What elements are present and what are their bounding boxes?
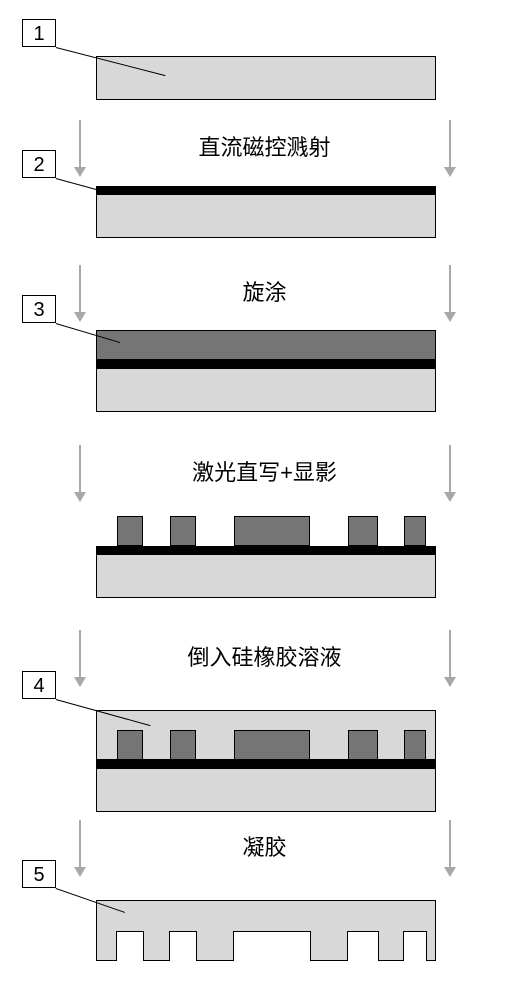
stage6-tooth-2 <box>196 931 234 961</box>
stage6-join-0 <box>97 931 116 933</box>
callout-box-5: 5 <box>22 860 56 888</box>
arrow-shaft-1-R <box>449 265 451 312</box>
stage4-substrate <box>96 554 436 598</box>
stage6-join-5 <box>427 931 435 933</box>
stage6-body <box>96 900 436 932</box>
arrow-shaft-3-R <box>449 630 451 677</box>
stage3-black-layer <box>96 360 436 368</box>
arrow-head-3-R <box>444 677 456 687</box>
arrow-head-2-L <box>74 492 86 502</box>
stage3-substrate <box>96 368 436 412</box>
stage1-substrate <box>96 56 436 100</box>
stage4-pillar-0 <box>117 516 143 546</box>
stage6-join-4 <box>379 931 403 933</box>
callout-box-3: 3 <box>22 295 56 323</box>
stage6-tooth-0 <box>96 931 117 961</box>
arrow-shaft-2-R <box>449 445 451 492</box>
stage5-pillar-4 <box>404 730 426 760</box>
stage2-substrate <box>96 194 436 238</box>
arrow-shaft-0-L <box>79 120 81 167</box>
arrow-head-0-R <box>444 167 456 177</box>
diagram-canvas: 直流磁控溅射旋涂激光直写+显影倒入硅橡胶溶液凝胶12345 <box>0 0 529 1000</box>
stage6-join-3 <box>311 931 347 933</box>
arrow-head-0-L <box>74 167 86 177</box>
callout-box-2: 2 <box>22 150 56 178</box>
arrow-head-2-R <box>444 492 456 502</box>
stage4-pillar-4 <box>404 516 426 546</box>
stage3-resist <box>96 330 436 360</box>
callout-box-4: 4 <box>22 671 56 699</box>
stage6-tooth-3 <box>310 931 348 961</box>
callout-box-1: 1 <box>22 19 56 47</box>
stage5-black-layer <box>96 760 436 768</box>
arrow-head-4-R <box>444 867 456 877</box>
arrow-shaft-2-L <box>79 445 81 492</box>
stage6-join-1 <box>144 931 169 933</box>
arrow-head-4-L <box>74 867 86 877</box>
stage5-substrate <box>96 768 436 812</box>
stage4-black-layer <box>96 546 436 554</box>
stage6-tooth-1 <box>143 931 170 961</box>
arrow-shaft-4-R <box>449 820 451 867</box>
callout-line-2 <box>56 178 100 191</box>
arrow-head-1-L <box>74 312 86 322</box>
stage2-black-layer <box>96 186 436 194</box>
stage5-pillar-0 <box>117 730 143 760</box>
stage4-pillar-2 <box>234 516 310 546</box>
stage5-pillar-2 <box>234 730 310 760</box>
stage6-tooth-4 <box>378 931 404 961</box>
arrow-shaft-3-L <box>79 630 81 677</box>
stage5-pillar-3 <box>348 730 378 760</box>
stage6-tooth-5 <box>426 931 436 961</box>
stage4-pillar-3 <box>348 516 378 546</box>
arrow-head-3-L <box>74 677 86 687</box>
stage5-pillar-1 <box>170 730 196 760</box>
arrow-shaft-1-L <box>79 265 81 312</box>
stage6-join-2 <box>197 931 233 933</box>
arrow-head-1-R <box>444 312 456 322</box>
arrow-shaft-4-L <box>79 820 81 867</box>
stage4-pillar-1 <box>170 516 196 546</box>
arrow-shaft-0-R <box>449 120 451 167</box>
